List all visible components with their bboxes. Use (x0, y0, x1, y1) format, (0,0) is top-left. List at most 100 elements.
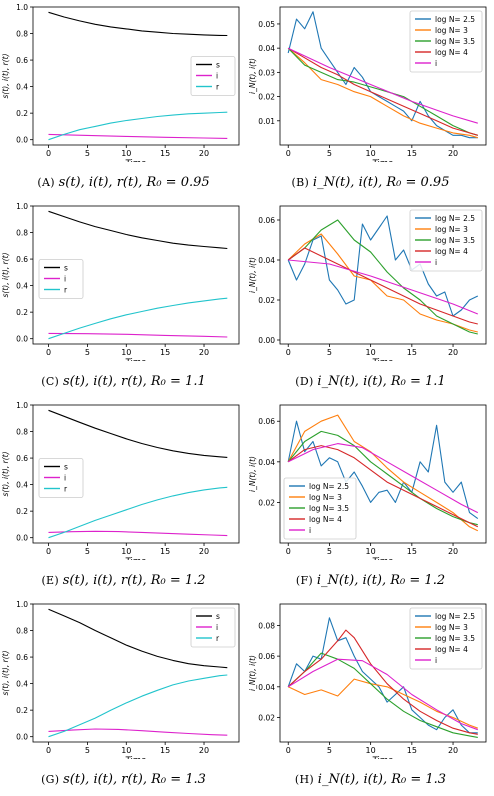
x-tick-label: 0 (286, 746, 291, 755)
x-tick-label: 15 (407, 348, 417, 357)
x-axis-label: Time (372, 358, 394, 361)
caption-formula: i_N(t), i(t), R₀ = 1.1 (317, 374, 446, 389)
y-tick-label: 0.2 (16, 109, 28, 118)
y-tick-label: 0.8 (16, 627, 28, 636)
x-tick-label: 15 (407, 547, 417, 556)
y-axis-label: i_N(t), i(t) (248, 257, 257, 293)
x-tick-label: 20 (448, 149, 458, 158)
series-line-3 (48, 486, 228, 539)
panel-caption: (H) i_N(t), i(t), R₀ = 1.3 (247, 772, 494, 787)
x-tick-label: 15 (160, 746, 170, 755)
y-tick-label: 0.04 (258, 458, 275, 467)
y-tick-label: 0.03 (258, 68, 275, 77)
caption-formula: s(t), i(t), r(t), R₀ = 1.2 (62, 573, 206, 588)
x-tick-label: 20 (199, 149, 209, 158)
y-tick-label: 0.6 (16, 653, 28, 662)
x-tick-label: 0 (46, 149, 51, 158)
caption-formula: i_N(t), i(t), R₀ = 0.95 (312, 175, 450, 190)
y-axis-label: i_N(t), i(t) (248, 58, 257, 94)
y-tick-label: 0.06 (258, 216, 275, 225)
y-tick-label: 0.0 (16, 335, 28, 344)
x-axis-label: Time (125, 756, 147, 759)
y-tick-label: 0.02 (258, 713, 275, 722)
x-tick-label: 20 (199, 746, 209, 755)
series-line-2 (48, 728, 228, 736)
y-tick-label: 0.04 (258, 683, 275, 692)
legend-entry: s (64, 264, 68, 273)
series-line-4 (287, 47, 478, 136)
y-tick-label: 0.4 (16, 481, 28, 490)
axes-frame (279, 404, 487, 544)
y-tick-label: 0.0 (16, 733, 28, 742)
legend-entry: log N= 3.5 (309, 504, 349, 513)
panel-caption: (E) s(t), i(t), r(t), R₀ = 1.2 (0, 573, 247, 588)
x-tick-label: 20 (448, 746, 458, 755)
axes-frame (279, 603, 487, 743)
series-line-5 (287, 658, 478, 731)
caption-formula: i_N(t), i(t), R₀ = 1.2 (316, 573, 446, 588)
y-tick-label: 0.01 (258, 117, 275, 126)
x-tick-label: 0 (286, 348, 291, 357)
x-tick-label: 0 (286, 149, 291, 158)
legend: log N= 2.5 log N= 3 log N= 3.5 log N= 4 i (283, 477, 357, 540)
x-tick-label: 5 (85, 547, 90, 556)
y-tick-label: 0.6 (16, 255, 28, 264)
x-axis-label: Time (372, 756, 394, 759)
series-line-5 (287, 443, 479, 514)
y-tick-label: 0.04 (258, 44, 275, 53)
x-tick-label: 10 (366, 746, 376, 755)
caption-tag: (G) (41, 773, 64, 786)
series-line-2 (287, 678, 478, 729)
legend-entry: log N= 4 (435, 48, 468, 57)
panel-caption: (A) s(t), i(t), r(t), R₀ = 0.95 (0, 175, 247, 190)
x-tick-label: 15 (160, 348, 170, 357)
chart-panel-5: 0 5 10 15 20 0.0 0.2 0.4 0.6 0.8 1.0 Time s(t), i(t)… (1, 401, 240, 560)
y-tick-label: 0.6 (16, 56, 28, 65)
x-tick-label: 5 (327, 547, 332, 556)
legend: sir (190, 56, 236, 96)
y-axis-label: i_N(t), i(t) (248, 456, 257, 492)
legend-entry: i (435, 656, 437, 665)
y-tick-label: 1.0 (16, 202, 28, 211)
x-tick-label: 20 (448, 348, 458, 357)
legend-entry: log N= 2.5 (435, 15, 475, 24)
y-tick-label: 0.08 (258, 621, 275, 630)
caption-tag: (H) (294, 773, 318, 786)
x-tick-label: 15 (407, 149, 417, 158)
legend-entry: r (216, 83, 220, 92)
x-tick-label: 15 (160, 149, 170, 158)
legend-entry: i (64, 474, 66, 483)
series-line-2 (48, 530, 228, 537)
series-line-4 (287, 629, 478, 735)
y-tick-label: 0.06 (258, 417, 275, 426)
x-tick-label: 10 (121, 149, 131, 158)
series-line-2 (48, 133, 228, 139)
caption-tag: (F) (295, 574, 317, 587)
legend-entry: log N= 2.5 (435, 214, 475, 223)
x-tick-label: 5 (85, 746, 90, 755)
panel-caption: (D) i_N(t), i(t), R₀ = 1.1 (247, 374, 494, 389)
y-tick-label: 0.2 (16, 507, 28, 516)
legend: sir (38, 458, 84, 498)
y-tick-label: 1.0 (16, 3, 28, 12)
legend-entry: log N= 3 (309, 493, 342, 502)
caption-tag: (D) (295, 375, 318, 388)
x-tick-label: 10 (366, 348, 376, 357)
legend-entry: log N= 3 (435, 225, 468, 234)
y-tick-label: 0.6 (16, 454, 28, 463)
legend-entry: log N= 3.5 (435, 236, 475, 245)
x-tick-label: 10 (366, 547, 376, 556)
axes-frame (32, 6, 240, 146)
series-line-1 (48, 11, 228, 37)
legend-entry: log N= 3.5 (435, 634, 475, 643)
x-tick-label: 0 (46, 746, 51, 755)
x-tick-label: 10 (121, 547, 131, 556)
y-tick-label: 0.02 (258, 296, 275, 305)
chart-panel-1: 0 5 10 15 20 0.0 0.2 0.4 0.6 0.8 1.0 Time s(t), i(t)… (1, 3, 240, 162)
series-line-4 (287, 247, 478, 325)
axes-frame (32, 205, 240, 345)
y-tick-label: 1.0 (16, 600, 28, 609)
legend-entry: i (216, 72, 218, 81)
y-tick-label: 0.00 (258, 336, 275, 345)
series-line-5 (288, 259, 479, 315)
